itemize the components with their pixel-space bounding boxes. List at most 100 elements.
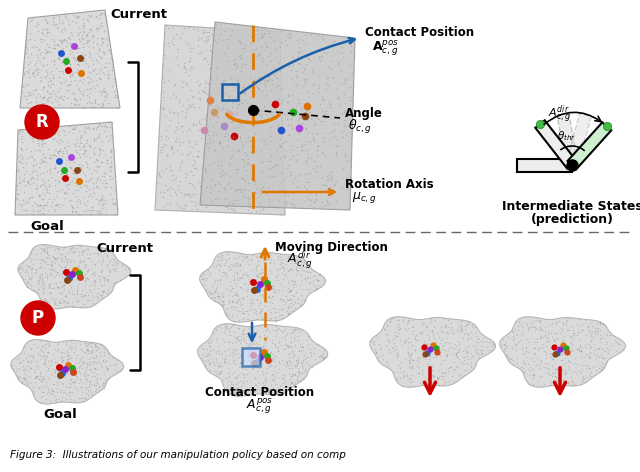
Point	[452, 353, 462, 361]
Point	[97, 99, 107, 107]
Point	[84, 142, 95, 149]
Point	[300, 274, 310, 282]
Point	[335, 57, 346, 64]
Point	[402, 371, 412, 379]
Point	[214, 368, 225, 376]
Point	[62, 81, 72, 89]
Point	[288, 300, 298, 307]
Point	[572, 331, 582, 339]
Point	[35, 201, 45, 209]
Point	[388, 315, 398, 322]
Point	[237, 192, 248, 200]
Point	[417, 319, 428, 326]
Point	[545, 381, 556, 388]
Point	[271, 285, 281, 293]
Point	[272, 83, 282, 90]
Point	[394, 322, 404, 330]
Point	[316, 283, 326, 291]
Point	[107, 195, 117, 202]
Point	[40, 257, 50, 264]
Point	[276, 257, 286, 264]
Point	[598, 320, 608, 328]
Point	[81, 73, 92, 80]
Point	[485, 346, 495, 354]
Point	[38, 280, 48, 287]
Point	[83, 123, 93, 131]
Point	[230, 291, 240, 299]
Point	[289, 353, 300, 361]
Point	[268, 293, 278, 300]
Point	[74, 25, 84, 32]
Point	[474, 338, 484, 346]
Point	[42, 97, 52, 104]
Point	[60, 291, 70, 299]
Point	[310, 197, 321, 204]
Point	[165, 108, 175, 116]
Point	[42, 40, 52, 48]
Point	[86, 342, 96, 350]
Point	[64, 289, 74, 297]
Point	[210, 297, 220, 304]
Point	[102, 67, 113, 75]
Point	[204, 32, 214, 40]
Point	[29, 357, 40, 365]
Point	[273, 252, 284, 260]
Point	[461, 366, 472, 374]
Point	[247, 196, 257, 203]
Point	[292, 299, 303, 307]
Point	[194, 119, 204, 127]
Point	[26, 153, 36, 161]
Point	[74, 262, 84, 270]
Point	[309, 271, 319, 279]
Point	[172, 53, 182, 60]
Point	[21, 354, 31, 362]
Point	[193, 153, 204, 161]
Point	[97, 260, 108, 268]
Point	[609, 332, 619, 340]
Point	[239, 374, 249, 381]
Point	[47, 198, 57, 206]
Point	[73, 101, 83, 108]
Point	[95, 194, 106, 202]
Point	[63, 351, 73, 359]
Point	[247, 100, 257, 108]
Point	[319, 118, 329, 125]
Point	[45, 385, 56, 393]
Point	[442, 316, 452, 324]
Point	[17, 265, 27, 272]
Point	[474, 334, 484, 342]
Point	[86, 26, 96, 34]
Point	[305, 57, 315, 64]
Point	[366, 337, 376, 345]
Point	[74, 211, 84, 218]
Point	[396, 368, 406, 375]
Point	[94, 75, 104, 82]
Point	[177, 107, 187, 115]
Point	[22, 67, 32, 75]
Point	[345, 182, 355, 189]
Point	[53, 346, 63, 353]
Point	[81, 341, 91, 349]
Point	[67, 11, 77, 18]
Point	[217, 255, 227, 263]
Point	[255, 291, 266, 299]
Point	[266, 98, 276, 106]
Point	[454, 371, 465, 379]
Point	[254, 51, 264, 59]
Point	[285, 260, 296, 267]
Point	[294, 113, 305, 121]
Point	[81, 33, 91, 40]
Point	[298, 356, 308, 364]
Point	[268, 109, 278, 116]
Point	[227, 380, 237, 388]
Point	[90, 346, 100, 354]
Point	[220, 355, 230, 363]
Point	[56, 58, 67, 65]
Point	[42, 18, 52, 25]
Point	[228, 356, 239, 363]
Point	[275, 135, 285, 143]
Point	[414, 358, 424, 366]
Point	[51, 20, 61, 27]
Point	[37, 346, 47, 354]
Point	[171, 174, 181, 181]
